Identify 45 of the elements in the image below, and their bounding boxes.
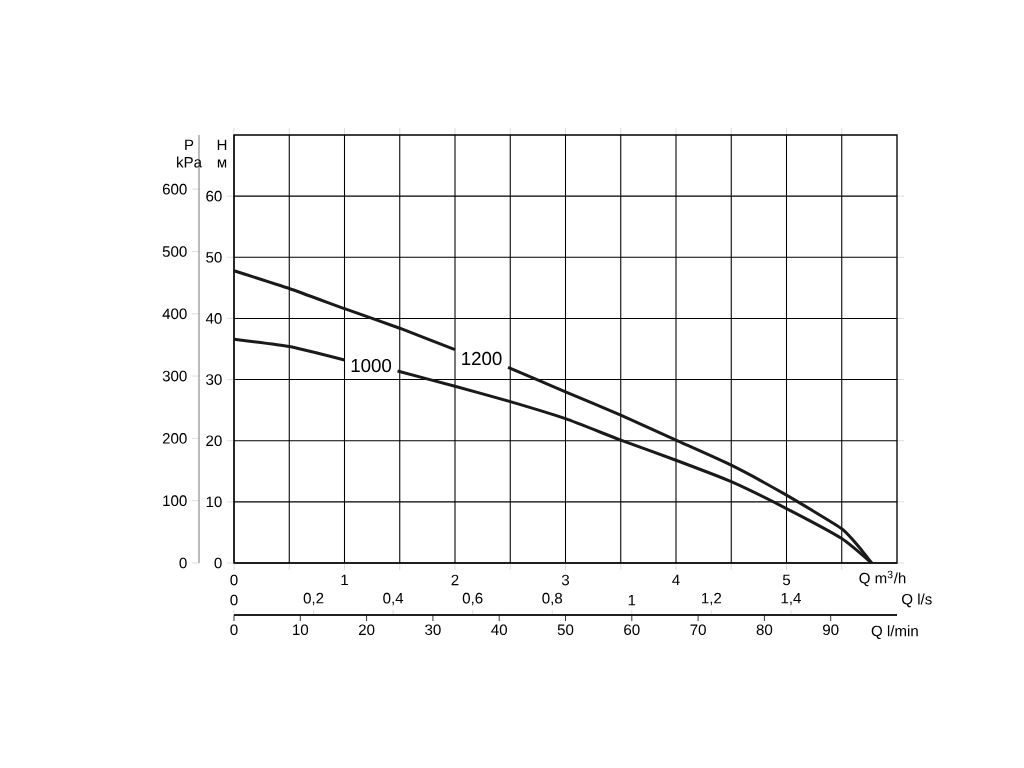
text: 70 [690, 624, 706, 636]
x-tick-label: 0 [230, 574, 238, 586]
y2-tick-label: 400 [162, 308, 187, 320]
y2-tick-label: 0 [179, 557, 187, 569]
text: 10 [293, 624, 309, 636]
y2-tick-label: 100 [163, 495, 187, 507]
series-label: 1000 [351, 358, 392, 373]
text: 30 [425, 624, 441, 636]
text: 90 [823, 624, 839, 636]
x2-tick-label: 0,8 [542, 592, 563, 606]
text: 40 [491, 624, 507, 636]
y2-tick-label: 500 [162, 246, 187, 257]
x2-tick-label: 1,4 [781, 593, 801, 606]
x-tick-label: 1 [341, 574, 348, 586]
x-tick-label: 5 [782, 574, 791, 586]
x-tick-label: 3 [561, 574, 570, 586]
y2-tick-label: 300 [162, 370, 187, 382]
text: 50 [557, 624, 574, 636]
text: 80 [756, 624, 773, 636]
text: Q l/min [871, 625, 918, 640]
series-label: 1200 [462, 351, 502, 366]
text: 20 [358, 624, 375, 636]
y-tick-label: 50 [206, 251, 222, 263]
y-tick-label: 60 [206, 190, 222, 202]
x-tick-label: 2 [451, 574, 459, 586]
y2-tick-label: 600 [162, 183, 187, 195]
text: 0 [230, 624, 238, 636]
y-tick-label: 40 [205, 313, 222, 324]
y-tick-label: 30 [206, 374, 222, 385]
y2-axis-title: P kPa [177, 139, 202, 168]
y-axis-title: H м [217, 139, 227, 168]
y-tick-label: 20 [206, 435, 222, 447]
x2-tick-label: 0,4 [383, 592, 404, 606]
x-tick-label: 4 [672, 574, 680, 586]
text: 60 [624, 624, 640, 636]
x-axis-title: Q m$^{3}$/h [859, 570, 906, 587]
x2-tick-label: 1,2 [702, 592, 722, 606]
x2-tick-label: 0 [230, 594, 238, 606]
x2-tick-label: 1 [628, 594, 636, 606]
y-tick-label: 0 [214, 557, 222, 569]
y2-tick-label: 200 [162, 433, 187, 444]
x2-tick-label: 0,2 [303, 592, 324, 606]
y-tick-label: 10 [206, 496, 222, 508]
x2-axis-title: Q l/s [902, 593, 932, 608]
x2-tick-label: 0,6 [462, 592, 483, 606]
